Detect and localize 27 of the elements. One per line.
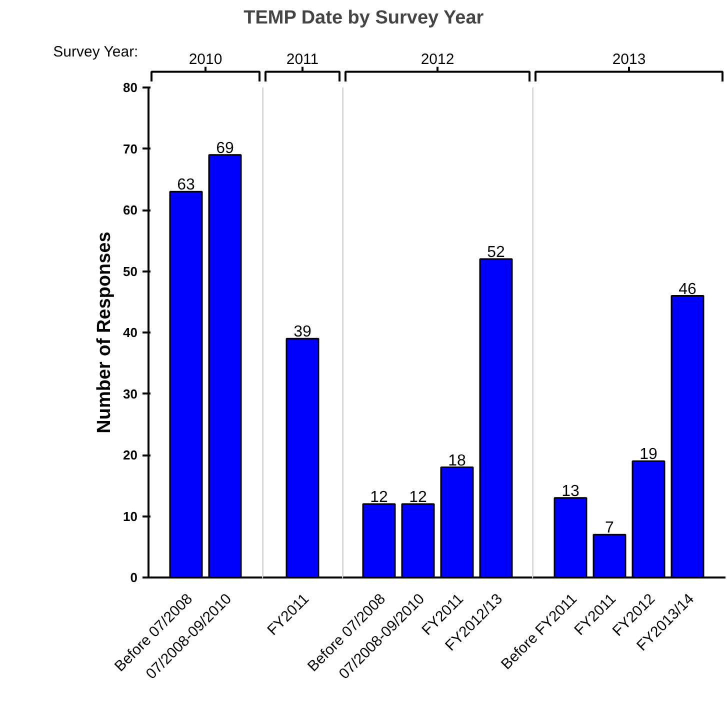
chart-subtitle: 2012 <box>420 50 454 68</box>
y-tick-label: 70 <box>123 141 138 156</box>
data-label: 19 <box>640 446 658 464</box>
data-label: 52 <box>487 244 505 261</box>
y-tick-label: 60 <box>123 202 138 218</box>
y-tick-label: 10 <box>123 508 138 524</box>
data-label: 39 <box>294 324 312 341</box>
y-tick-label: 80 <box>123 80 138 95</box>
data-label: 18 <box>448 452 466 470</box>
y-tick-label: 30 <box>123 386 138 402</box>
chart-title: TEMP Date by Survey Year <box>244 8 484 28</box>
y-tick-label: 0 <box>130 570 138 585</box>
chart-subtitle: 2010 <box>188 50 222 68</box>
data-label: 7 <box>605 520 614 537</box>
data-label: 46 <box>678 280 696 298</box>
y-tick-label: 50 <box>123 264 138 279</box>
y-tick-label: 40 <box>123 325 138 340</box>
data-label: 13 <box>562 482 580 500</box>
chart-subtitle: 2013 <box>612 50 646 68</box>
y-axis-title: Number of Responses <box>94 232 116 434</box>
text: Survey Year: <box>53 44 138 61</box>
chart-subtitle: 2011 <box>286 50 319 68</box>
y-tick-label: 20 <box>123 448 138 462</box>
data-label: 63 <box>177 176 195 194</box>
data-label: 69 <box>216 140 234 157</box>
data-label: 12 <box>409 489 427 506</box>
data-label: 12 <box>370 489 388 506</box>
